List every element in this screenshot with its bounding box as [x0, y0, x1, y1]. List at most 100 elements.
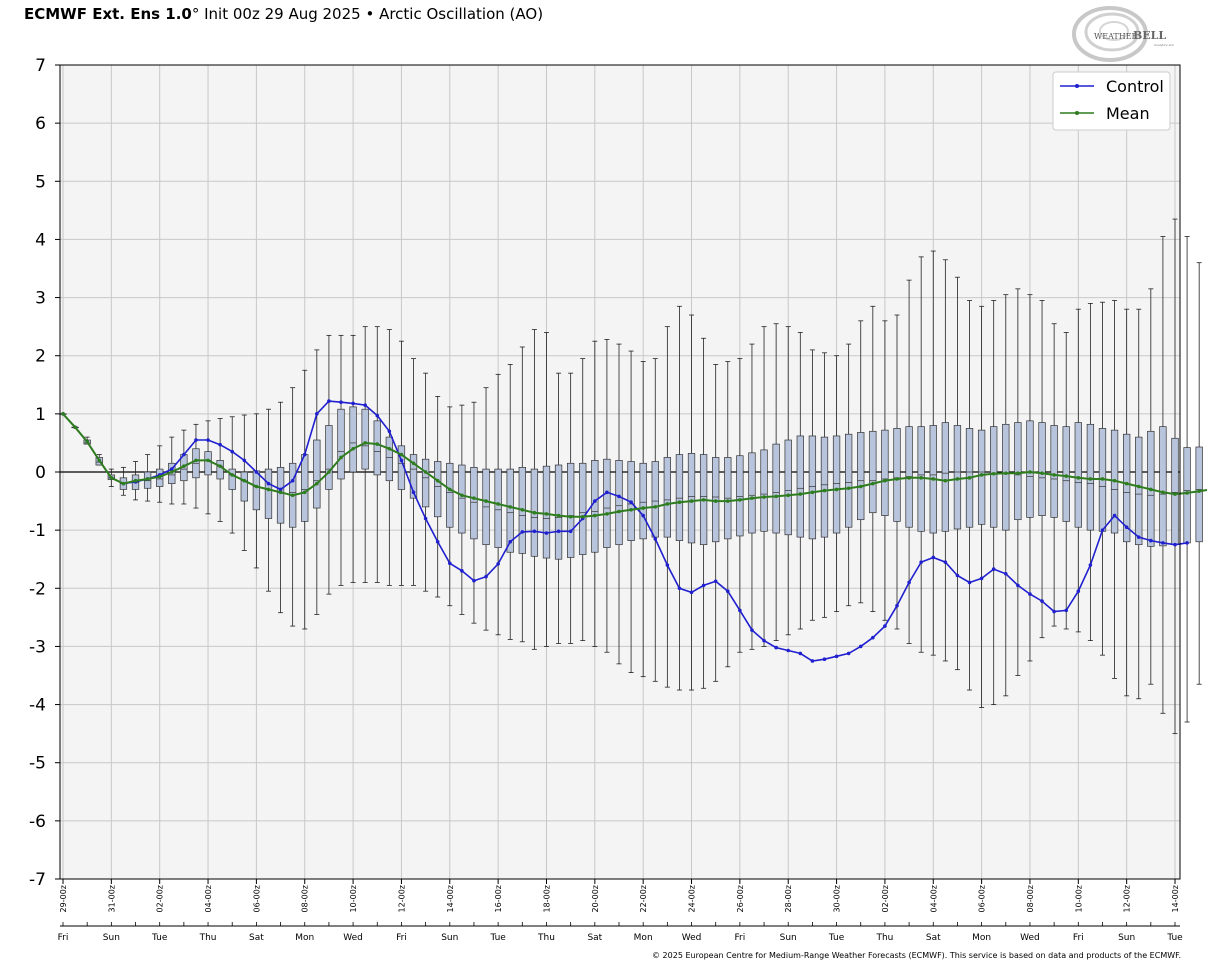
day-tick-label: Sat [587, 933, 602, 943]
box-iqr [651, 461, 659, 538]
series-point-mean [278, 490, 283, 495]
box-iqr [228, 468, 236, 490]
series-point-control [629, 500, 633, 505]
series-point-mean [1112, 478, 1117, 483]
series-point-mean [689, 499, 694, 503]
series-point-mean [194, 458, 198, 463]
ensemble-box [458, 404, 466, 615]
ensemble-box [554, 372, 563, 644]
box-iqr [857, 432, 865, 521]
x-tick-label: 12-00z [1123, 885, 1132, 912]
series-point-control [472, 578, 476, 583]
box-iqr [772, 443, 780, 534]
logo-text-main: BELL [1133, 29, 1166, 42]
series-point-mean [1124, 481, 1129, 486]
series-point-mean [460, 493, 464, 498]
series-point-control [194, 438, 198, 442]
box-iqr [1074, 422, 1082, 528]
series-point-control [883, 624, 887, 628]
ensemble-box [1002, 294, 1010, 697]
series-point-control [556, 529, 561, 534]
x-tick-label: 31-00z [107, 885, 116, 912]
ensemble-box [615, 343, 623, 665]
ensemble-box [506, 364, 514, 640]
box-iqr [1159, 426, 1167, 547]
weatherbell-logo: WEATHER BELL Analytics LLC [1070, 4, 1182, 62]
ensemble-box [1135, 308, 1143, 700]
box-iqr [313, 439, 321, 509]
day-tick-label: Thu [199, 933, 217, 943]
box-iqr [687, 453, 696, 544]
series-point-control [387, 429, 392, 434]
series-point-control [955, 573, 960, 578]
box-iqr [385, 436, 393, 482]
box-iqr [204, 451, 212, 476]
series-point-mean [375, 442, 380, 446]
series-point-mean [1161, 490, 1165, 495]
series-point-control [991, 567, 996, 571]
logo-text-top: WEATHER [1094, 32, 1139, 41]
series-point-mean [1197, 489, 1201, 493]
box-iqr [820, 436, 829, 538]
series-point-mean [520, 507, 525, 512]
series-point-mean [762, 495, 766, 499]
series-point-control [701, 583, 706, 588]
ensemble-box [603, 339, 611, 653]
series-point-mean [1088, 477, 1093, 481]
box-iqr [361, 408, 369, 470]
ensemble-box [832, 355, 841, 612]
box-iqr [421, 458, 430, 508]
series-point-control [254, 470, 259, 474]
ensemble-box [1062, 332, 1070, 630]
ensemble-box [349, 334, 357, 583]
ensemble-box [591, 340, 599, 647]
box-iqr [869, 430, 877, 514]
y-tick-label: -5 [29, 754, 46, 774]
series-point-mean [266, 487, 271, 492]
box-iqr [941, 422, 949, 532]
day-tick-label: Sun [103, 933, 120, 943]
series-point-control [858, 644, 863, 649]
series-point-mean [73, 425, 77, 430]
series-point-mean [1028, 470, 1032, 474]
ensemble-box [760, 326, 768, 647]
series-point-mean [169, 470, 174, 474]
box-iqr [216, 460, 224, 480]
series-point-mean [447, 487, 452, 492]
box-iqr [748, 452, 756, 534]
y-tick-label: -7 [29, 870, 46, 890]
day-tick-label: Fri [735, 933, 746, 943]
legend-control-label: Control [1106, 77, 1164, 96]
y-tick-label: -6 [29, 812, 46, 832]
series-point-mean [1064, 474, 1069, 478]
series-point-control [677, 586, 682, 591]
series-point-control [665, 563, 670, 567]
series-point-control [653, 537, 658, 541]
series-point-control [1124, 525, 1129, 530]
title-model: ECMWF Ext. Ens 1.0 [24, 5, 192, 23]
y-tick-label: 0 [35, 463, 46, 483]
series-point-control [508, 539, 513, 544]
series-point-mean [290, 493, 295, 498]
day-tick-label: Wed [1020, 933, 1040, 943]
box-iqr [796, 435, 804, 538]
series-point-control [774, 645, 778, 650]
ensemble-box [373, 326, 381, 583]
series-point-control [532, 529, 537, 534]
series-point-mean [774, 494, 778, 499]
box-iqr [990, 426, 998, 528]
day-tick-label: Mon [295, 933, 314, 943]
series-point-control [641, 513, 645, 518]
x-tick-label: 06-00z [978, 885, 987, 912]
ensemble-box [409, 358, 418, 586]
series-point-mean [653, 505, 658, 509]
series-point-mean [593, 513, 597, 518]
box-iqr [409, 454, 418, 499]
series-point-control [182, 452, 186, 457]
series-point-control [351, 401, 355, 406]
box-iqr [349, 406, 357, 473]
series-point-mean [206, 458, 210, 463]
box-iqr [240, 471, 248, 502]
ensemble-box [869, 305, 877, 612]
x-tick-label: 12-00z [397, 885, 406, 912]
